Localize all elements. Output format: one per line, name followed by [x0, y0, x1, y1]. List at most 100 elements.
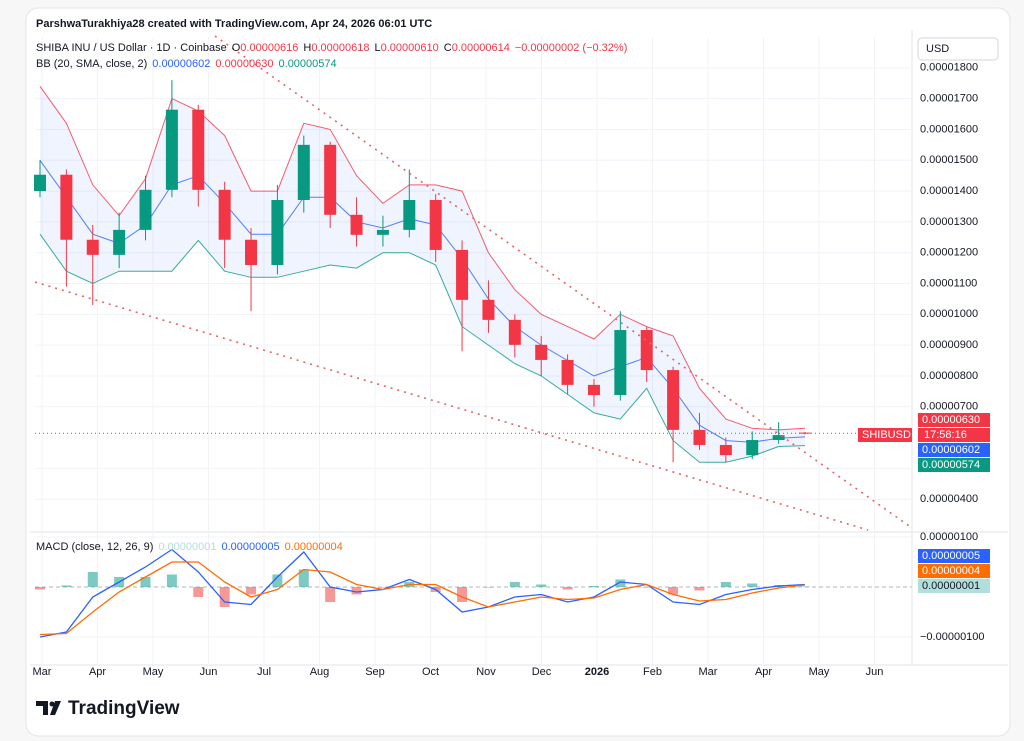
candle-body [429, 199, 442, 250]
ohlc-key: O [232, 42, 241, 54]
ohlc-key: C [444, 42, 452, 54]
candle-body [139, 189, 152, 230]
price-label: 0.00000004 [922, 565, 980, 577]
y-tick-label: 0.00001400 [920, 185, 978, 197]
bb-fill [40, 86, 805, 463]
y-tick-label: 0.00000100 [920, 531, 978, 543]
y-tick-label: 0.00001200 [920, 247, 978, 259]
price-label: 0.00000574 [922, 459, 980, 471]
histogram-bar [377, 587, 388, 588]
candle-body [324, 144, 337, 215]
indicator-name: BB (20, SMA, close, 2) [36, 58, 147, 70]
ohlc-value: 0.00000614 [452, 42, 510, 54]
candle-body [640, 330, 653, 371]
histogram-bar [298, 569, 309, 587]
ohlc-key: L [375, 42, 381, 54]
histogram-bar [615, 579, 626, 587]
candle-body [245, 239, 258, 266]
candle-body [60, 174, 73, 240]
lower-trendline [34, 281, 869, 531]
x-tick-label: Mar [699, 666, 718, 678]
histogram-bar [351, 587, 362, 595]
x-tick-label: Jun [866, 666, 884, 678]
currency-label[interactable]: USD [926, 43, 949, 55]
candle-body [350, 214, 363, 235]
ohlc-value: 0.00000618 [311, 42, 369, 54]
candle-body [403, 199, 416, 230]
x-tick-label: Apr [755, 666, 772, 678]
histogram-bar [61, 585, 72, 587]
macd-value: 0.00000001 [158, 541, 216, 553]
bb-lower [39, 233, 806, 463]
price-label-box [918, 413, 990, 427]
plot: Mar Apr May Jun Jul Aug Sep Oct Nov Dec 2026 Feb Mar… [33, 37, 990, 678]
histogram-bar [747, 583, 758, 587]
histogram-bar [800, 586, 810, 587]
candle-body [614, 330, 627, 396]
price-label: 0.00000630 [922, 414, 980, 426]
brand-logo [36, 701, 61, 715]
candle-body [508, 319, 521, 345]
price-label-box [918, 549, 990, 563]
y-tick-label: 0.00001700 [920, 93, 978, 105]
histogram-bar [694, 587, 705, 591]
symbol-title: SHIBA INU / US Dollar · 1D · Coinbase [36, 42, 227, 54]
currency-button[interactable] [917, 37, 999, 61]
countdown-box [918, 428, 990, 442]
x-tick-label: Mar [33, 666, 52, 678]
candle-body [218, 189, 231, 240]
price-label: 0.00000005 [922, 550, 980, 562]
x-tick-label: Dec [532, 666, 552, 678]
histogram-bar [325, 587, 336, 602]
histogram-bar [588, 586, 599, 587]
x-tick-label: Nov [476, 666, 496, 678]
y-tick-label: 0.00001300 [920, 216, 978, 228]
histogram-bar [668, 587, 679, 595]
histogram-bar [562, 587, 573, 590]
histogram-bar [166, 574, 177, 587]
y-tick-label: 0.00001100 [920, 277, 977, 289]
macd-legend: MACD (close, 12, 26, 9) 0.00000001 0.00000… [36, 541, 343, 553]
histogram-bar [140, 577, 151, 587]
histogram-bar [641, 587, 652, 588]
ohlc-key: H [303, 42, 311, 54]
indicator-value: 0.00000630 [215, 58, 273, 70]
countdown-label: 17:58:16 [924, 429, 967, 441]
candle-body [746, 440, 759, 456]
candle-body [297, 144, 310, 200]
candle-body [719, 444, 732, 456]
candle-body [113, 229, 126, 255]
symbol-label: SHIBUSD [862, 429, 911, 441]
histogram-bar [483, 587, 494, 588]
candle-body [456, 249, 469, 300]
y-tick-label: 0.00001600 [920, 123, 978, 135]
x-tick-label: Jul [257, 666, 271, 678]
y-tick-label: 0.00000800 [920, 370, 978, 382]
y-tick-label: 0.00001800 [920, 62, 978, 74]
candle-body [799, 432, 811, 434]
x-tick-label: Jun [200, 666, 218, 678]
candle-body [165, 109, 178, 190]
x-tick-label: May [809, 666, 830, 678]
candle-body [587, 384, 600, 396]
x-tick-label: May [143, 666, 164, 678]
histogram-bar [720, 582, 731, 587]
candle-body [693, 429, 706, 445]
y-tick-label: 0.00000900 [920, 339, 978, 351]
price-label: 0.00000602 [922, 444, 980, 456]
candle-body [561, 359, 574, 385]
y-tick-label: −0.00000100 [920, 631, 985, 643]
y-tick-label: 0.00000700 [920, 401, 978, 413]
y-tick-label: 0.00001500 [920, 154, 978, 166]
caption: ParshwaTurakhiya28 created with TradingV… [36, 18, 432, 30]
y-tick-label: 0.00000400 [920, 493, 978, 505]
histogram-bar [193, 587, 204, 597]
histogram-bar [509, 582, 520, 587]
histogram-bar [536, 584, 547, 587]
candle-body [535, 344, 548, 360]
histogram-bar [246, 587, 257, 595]
candle-body [772, 435, 785, 441]
indicator-value: 0.00000602 [152, 58, 210, 70]
histogram-bar [35, 587, 45, 590]
